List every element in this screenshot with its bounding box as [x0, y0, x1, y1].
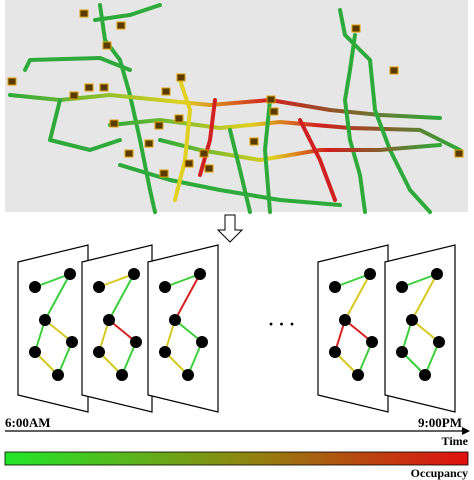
graph-snapshots	[17, 244, 456, 413]
graph-node	[352, 369, 364, 381]
graph-node	[116, 369, 128, 381]
graph-edge	[108, 273, 135, 321]
graph-node	[103, 314, 115, 326]
graph-node	[194, 268, 206, 280]
graph-node	[339, 314, 351, 326]
graph-edge	[411, 273, 438, 321]
graph-node	[169, 314, 181, 326]
graph-node	[93, 346, 105, 358]
snapshot-frame	[17, 244, 89, 413]
snapshot-frame	[317, 244, 389, 413]
snapshot-frame	[81, 244, 153, 413]
graph-node	[182, 369, 194, 381]
graph-edge	[401, 273, 438, 288]
graph-node	[406, 314, 418, 326]
graph-node	[39, 314, 51, 326]
graph-node	[396, 346, 408, 358]
graph-edge	[164, 273, 201, 288]
graph-node	[52, 369, 64, 381]
graph-node	[419, 369, 431, 381]
graph-edge	[344, 273, 371, 321]
graph-node	[196, 336, 208, 348]
traffic-map	[5, 0, 468, 214]
snapshot-frame	[384, 244, 456, 413]
time-label: Time	[442, 434, 469, 448]
ellipsis: · · ·	[268, 314, 295, 334]
graph-node	[433, 336, 445, 348]
graph-node	[396, 281, 408, 293]
graph-edge	[44, 273, 71, 321]
graph-node	[64, 268, 76, 280]
graph-node	[366, 336, 378, 348]
graph-edge	[98, 273, 135, 288]
graph-node	[159, 281, 171, 293]
graph-node	[431, 268, 443, 280]
graph-node	[329, 281, 341, 293]
time-arrowhead	[462, 427, 470, 435]
down-arrow	[216, 214, 244, 243]
sensors	[7, 9, 464, 178]
graph-edge	[174, 273, 201, 321]
graph-edge	[334, 273, 371, 288]
graph-node	[29, 346, 41, 358]
graph-node	[364, 268, 376, 280]
graph-node	[159, 346, 171, 358]
map-background	[5, 0, 468, 212]
graph-node	[93, 281, 105, 293]
time-start: 6:00AM	[5, 415, 51, 430]
graph-edge	[34, 273, 71, 288]
graph-node	[130, 336, 142, 348]
graph-node	[29, 281, 41, 293]
graph-node	[66, 336, 78, 348]
graph-node	[128, 268, 140, 280]
time-end: 9:00PM	[418, 415, 462, 430]
colorbar	[4, 451, 469, 466]
graph-node	[329, 346, 341, 358]
snapshot-frame	[147, 244, 219, 413]
colorbar-label: Occupancy	[411, 466, 468, 480]
